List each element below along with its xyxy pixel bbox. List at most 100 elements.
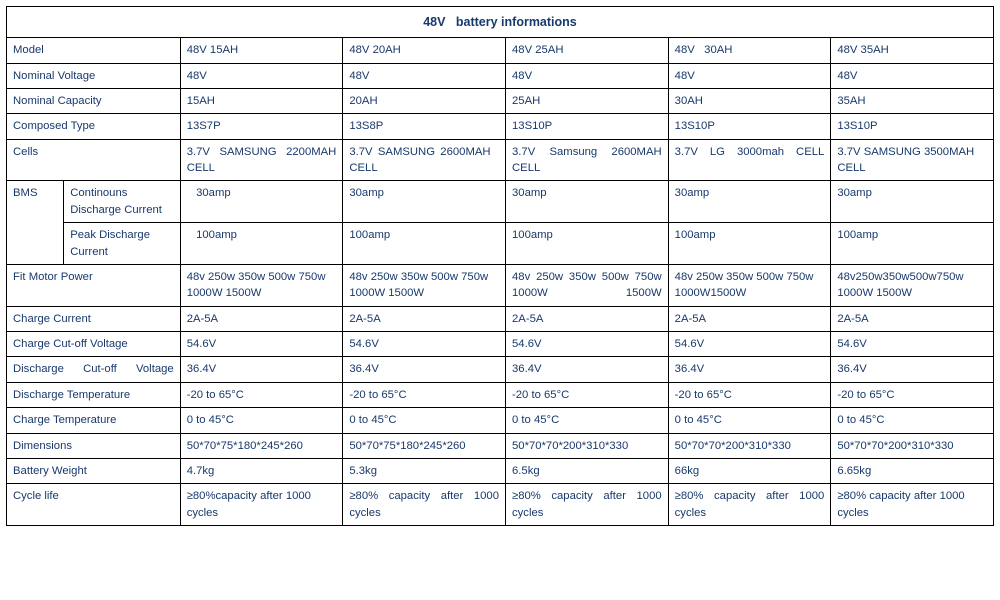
table-row: Nominal Voltage48V48V48V48V48V (7, 63, 994, 88)
row-label: Charge Cut-off Voltage (7, 332, 181, 357)
data-cell: 13S7P (180, 114, 343, 139)
data-cell: 54.6V (343, 332, 506, 357)
data-cell: 13S10P (831, 114, 994, 139)
data-cell: 2A-5A (831, 306, 994, 331)
data-cell: ≥80% capacity after 1000 cycles (668, 484, 831, 526)
data-cell: 3.7V SAMSUNG 2200MAH CELL (180, 139, 343, 181)
data-cell: 48V 25AH (506, 38, 669, 63)
data-cell: -20 to 65°C (506, 382, 669, 407)
data-cell: 0 to 45°C (343, 408, 506, 433)
data-cell: 4.7kg (180, 458, 343, 483)
data-cell: 0 to 45°C (180, 408, 343, 433)
data-cell: 66kg (668, 458, 831, 483)
data-cell: 50*70*70*200*310*330 (506, 433, 669, 458)
data-cell: 50*70*70*200*310*330 (831, 433, 994, 458)
row-label-bms: BMS (7, 181, 64, 265)
data-cell: 50*70*75*180*245*260 (180, 433, 343, 458)
data-cell: 100amp (831, 223, 994, 265)
data-cell: 3.7V LG 3000mah CELL (668, 139, 831, 181)
data-cell: 100amp (668, 223, 831, 265)
row-label: Dimensions (7, 433, 181, 458)
data-cell: 100amp (506, 223, 669, 265)
data-cell: 3.7V Samsung 2600MAH CELL (506, 139, 669, 181)
data-cell: 2A-5A (343, 306, 506, 331)
data-cell: 13S10P (668, 114, 831, 139)
row-label: Charge Temperature (7, 408, 181, 433)
table-row: Battery Weight4.7kg5.3kg6.5kg66kg6.65kg (7, 458, 994, 483)
data-cell: ≥80% capacity after 1000 cycles (831, 484, 994, 526)
table-row: Charge Current2A-5A2A-5A2A-5A2A-5A2A-5A (7, 306, 994, 331)
data-cell: -20 to 65°C (180, 382, 343, 407)
data-cell: 48V (506, 63, 669, 88)
data-cell: 0 to 45°C (831, 408, 994, 433)
data-cell: 48V (668, 63, 831, 88)
table-row: Nominal Capacity15AH20AH25AH30AH35AH (7, 88, 994, 113)
data-cell: -20 to 65°C (343, 382, 506, 407)
data-cell: 54.6V (506, 332, 669, 357)
table-row: BMSContinouns Discharge Current 30amp30a… (7, 181, 994, 223)
table-row: Peak Discharge Current 100amp100amp100am… (7, 223, 994, 265)
data-cell: 3.7V SAMSUNG 3500MAH CELL (831, 139, 994, 181)
data-cell: 36.4V (506, 357, 669, 382)
data-cell: 6.65kg (831, 458, 994, 483)
data-cell: 30amp (506, 181, 669, 223)
row-label: Discharge Temperature (7, 382, 181, 407)
data-cell: 0 to 45°C (506, 408, 669, 433)
table-row: Discharge Temperature-20 to 65°C-20 to 6… (7, 382, 994, 407)
data-cell: 36.4V (343, 357, 506, 382)
data-cell: 36.4V (831, 357, 994, 382)
battery-info-table: 48V battery informationsModel48V 15AH48V… (6, 6, 994, 526)
data-cell: 100amp (180, 223, 343, 265)
data-cell: 25AH (506, 88, 669, 113)
table-row: Composed Type13S7P13S8P13S10P13S10P13S10… (7, 114, 994, 139)
data-cell: 48v 250w 350w 500w 750w 1000W1500W (668, 264, 831, 306)
data-cell: 5.3kg (343, 458, 506, 483)
row-label: Composed Type (7, 114, 181, 139)
data-cell: 54.6V (831, 332, 994, 357)
table-row: Cycle life≥80%capacity after 1000 cycles… (7, 484, 994, 526)
data-cell: 30amp (343, 181, 506, 223)
table-row: Charge Cut-off Voltage54.6V54.6V54.6V54.… (7, 332, 994, 357)
data-cell: 48V (343, 63, 506, 88)
row-label: Nominal Voltage (7, 63, 181, 88)
table-row: Dimensions50*70*75*180*245*26050*70*75*1… (7, 433, 994, 458)
data-cell: ≥80% capacity after 1000 cycles (343, 484, 506, 526)
table-row: Cells3.7V SAMSUNG 2200MAH CELL3.7V SAMSU… (7, 139, 994, 181)
data-cell: 48v 250w 350w 500w 750w 1000W 1500W (506, 264, 669, 306)
data-cell: ≥80%capacity after 1000 cycles (180, 484, 343, 526)
data-cell: 50*70*75*180*245*260 (343, 433, 506, 458)
data-cell: 36.4V (668, 357, 831, 382)
row-label: Fit Motor Power (7, 264, 181, 306)
row-sublabel: Peak Discharge Current (64, 223, 180, 265)
data-cell: 54.6V (668, 332, 831, 357)
table-row: Model48V 15AH48V 20AH48V 25AH48V 30AH48V… (7, 38, 994, 63)
data-cell: 2A-5A (180, 306, 343, 331)
data-cell: 48V 30AH (668, 38, 831, 63)
data-cell: 100amp (343, 223, 506, 265)
data-cell: 2A-5A (668, 306, 831, 331)
data-cell: 13S10P (506, 114, 669, 139)
data-cell: 2A-5A (506, 306, 669, 331)
data-cell: 13S8P (343, 114, 506, 139)
data-cell: 30amp (180, 181, 343, 223)
row-label: Nominal Capacity (7, 88, 181, 113)
data-cell: 48v 250w 350w 500w 750w 1000W 1500W (343, 264, 506, 306)
table-title: 48V battery informations (7, 7, 994, 38)
title-row: 48V battery informations (7, 7, 994, 38)
data-cell: 15AH (180, 88, 343, 113)
data-cell: -20 to 65°C (668, 382, 831, 407)
row-label: Model (7, 38, 181, 63)
data-cell: 48v250w350w500w750w 1000W 1500W (831, 264, 994, 306)
data-cell: 35AH (831, 88, 994, 113)
row-label: Battery Weight (7, 458, 181, 483)
data-cell: 48v 250w 350w 500w 750w 1000W 1500W (180, 264, 343, 306)
data-cell: 48V (180, 63, 343, 88)
data-cell: ≥80% capacity after 1000 cycles (506, 484, 669, 526)
row-label: Charge Current (7, 306, 181, 331)
table-row: Fit Motor Power48v 250w 350w 500w 750w 1… (7, 264, 994, 306)
data-cell: 6.5kg (506, 458, 669, 483)
table-row: Discharge Cut-off Voltage36.4V36.4V36.4V… (7, 357, 994, 382)
data-cell: 36.4V (180, 357, 343, 382)
data-cell: 3.7V SAMSUNG 2600MAH CELL (343, 139, 506, 181)
data-cell: 20AH (343, 88, 506, 113)
